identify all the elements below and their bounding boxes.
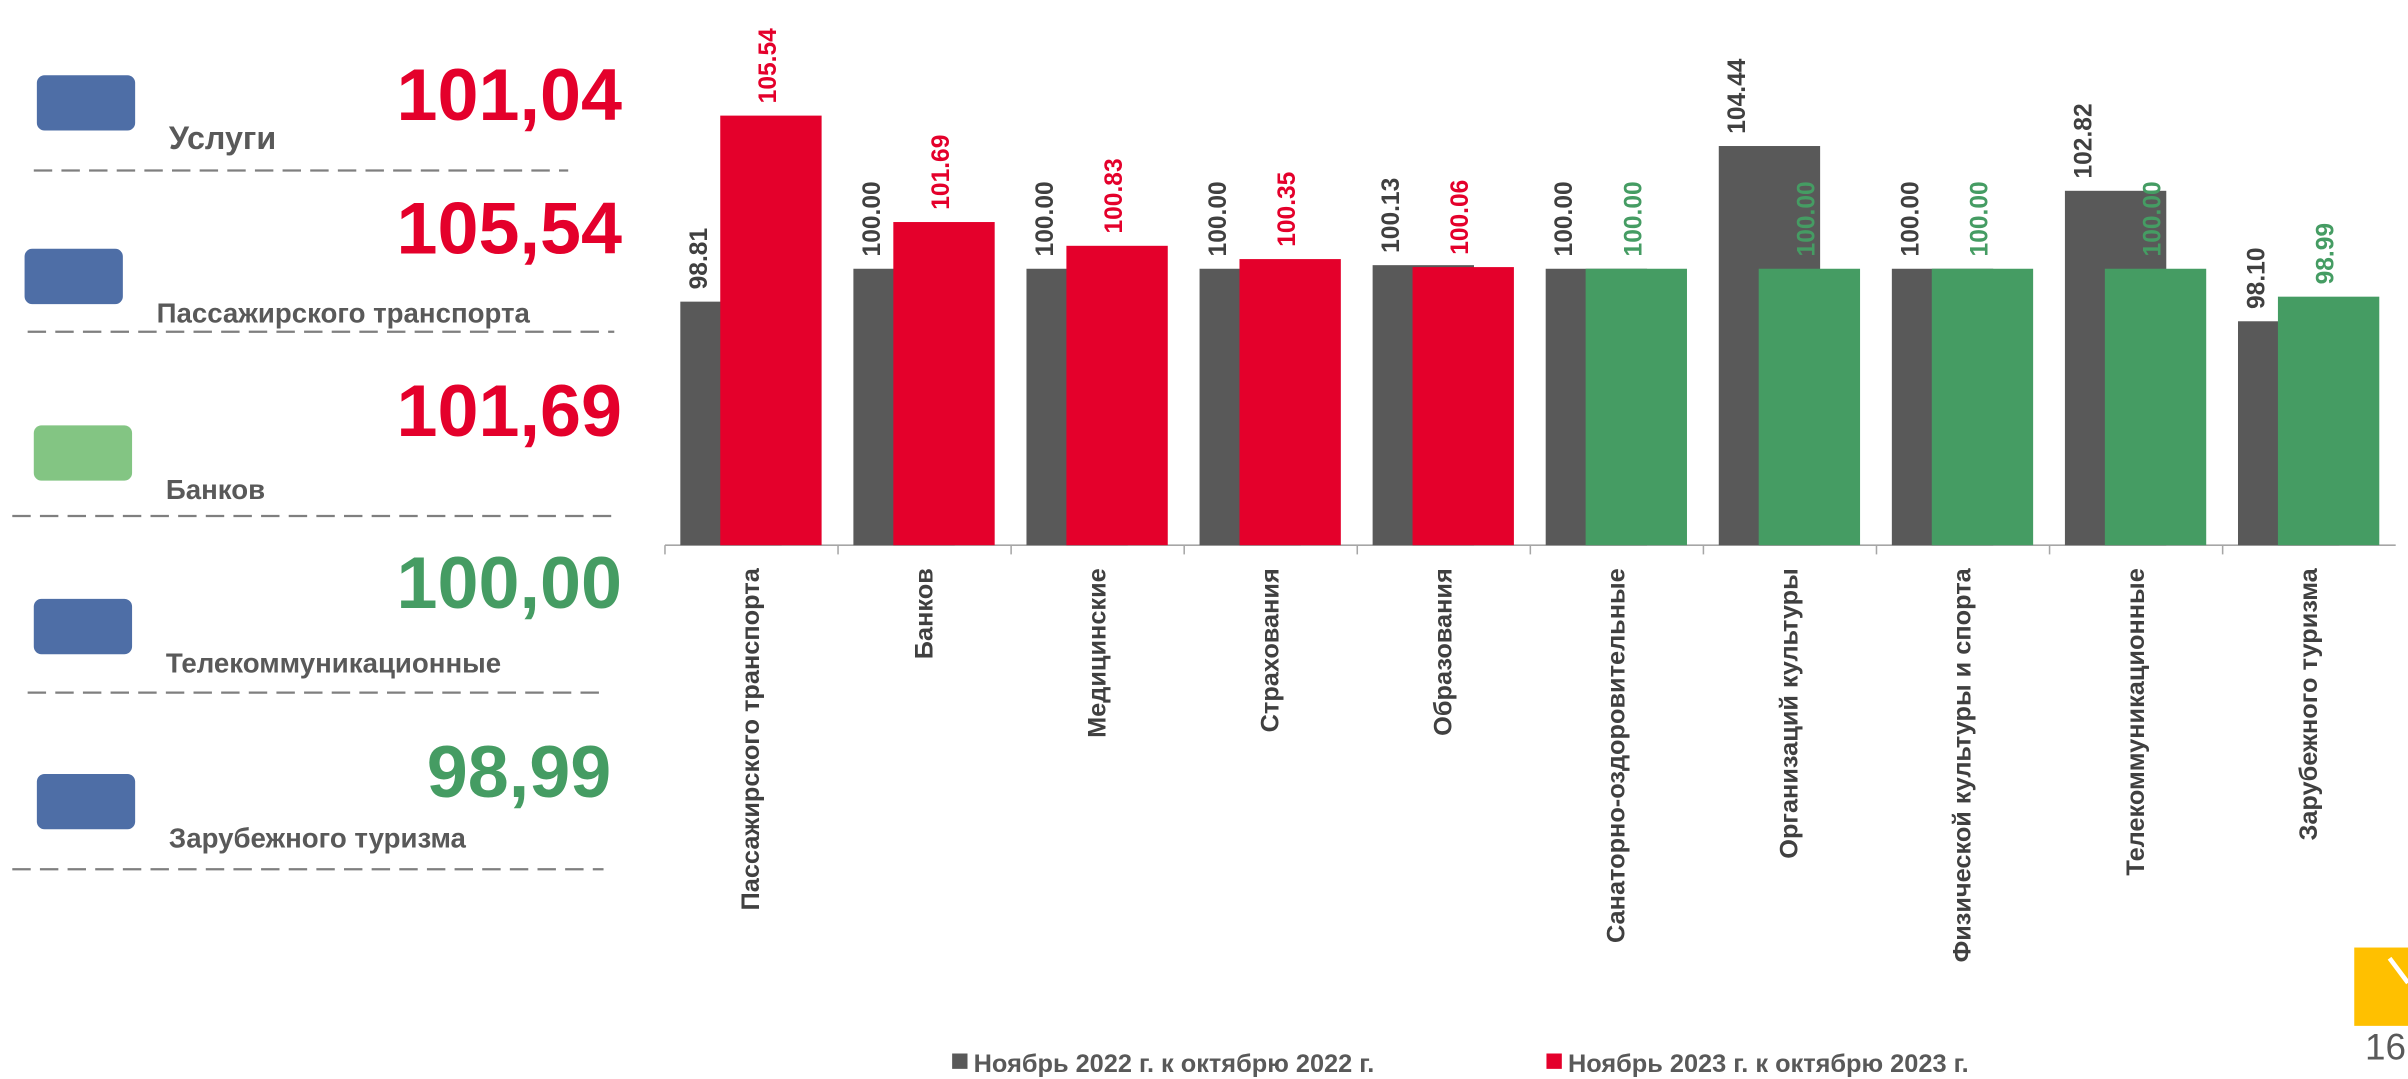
x-tick-label: Телекоммуникационные xyxy=(2122,568,2150,875)
value-label: 102.82 xyxy=(2070,103,2097,178)
panel-label: Телекоммуникационные xyxy=(166,648,501,679)
legend-swatch xyxy=(952,1053,968,1069)
x-tick-label: Организаций культуры xyxy=(1776,568,1804,859)
value-label: 100.00 xyxy=(1793,181,1820,256)
icon xyxy=(36,75,136,131)
icon xyxy=(33,598,133,655)
value-label: 100.00 xyxy=(1551,181,1578,256)
panel-label: Банков xyxy=(166,474,265,505)
panel-value: 101,69 xyxy=(397,369,622,452)
value-label: 100.00 xyxy=(1966,181,1993,256)
bar xyxy=(1758,268,1861,546)
icon xyxy=(33,425,133,481)
panel-value: 101,04 xyxy=(397,53,622,136)
page-number: 16 xyxy=(2365,1027,2406,1068)
bar xyxy=(2104,268,2207,546)
next-arrow xyxy=(2387,956,2408,985)
x-tick-label: Банков xyxy=(910,568,938,659)
value-label: 105.54 xyxy=(755,28,782,103)
panel-value: 100,00 xyxy=(397,541,622,624)
bar xyxy=(1931,268,2034,546)
panel-label: Пассажирского транспорта xyxy=(157,298,531,329)
bar xyxy=(1412,267,1514,546)
x-tick-label: Физической культуры и спорта xyxy=(1949,567,1977,962)
x-tick-label: Пассажирского транспорта xyxy=(737,567,765,910)
bar xyxy=(1066,245,1168,546)
bar xyxy=(2277,296,2380,546)
value-label: 100.00 xyxy=(859,181,886,256)
value-label: 100.00 xyxy=(1897,181,1924,256)
panel-value: 105,54 xyxy=(397,186,622,269)
icon xyxy=(24,248,123,305)
x-tick-label: Санаторно-оздоровительные xyxy=(1603,568,1631,943)
value-label: 100.00 xyxy=(1032,181,1059,256)
value-label: 101.69 xyxy=(928,135,955,210)
x-tick-label: Страхования xyxy=(1256,568,1284,732)
bar xyxy=(720,115,822,546)
x-tick-label: Зарубежного туризма xyxy=(2295,567,2323,840)
panel-label: Услуги xyxy=(169,120,276,156)
legend-swatch xyxy=(1546,1053,1562,1069)
bar xyxy=(1239,259,1341,546)
value-label: 100.35 xyxy=(1274,172,1301,247)
x-tick-label: Образования xyxy=(1429,568,1457,736)
value-label: 98.10 xyxy=(2243,248,2270,309)
bar xyxy=(1585,268,1687,546)
value-label: 98.99 xyxy=(2313,223,2340,284)
value-label: 100.13 xyxy=(1378,178,1405,253)
legend-label: Ноябрь 2022 г. к октябрю 2022 г. xyxy=(974,1050,1375,1078)
value-label: 98.81 xyxy=(686,228,713,289)
bar xyxy=(893,222,995,546)
panel-label: Зарубежного туризма xyxy=(169,823,467,854)
icon xyxy=(36,774,136,830)
value-label: 104.44 xyxy=(1724,58,1751,133)
next-button[interactable] xyxy=(2354,947,2408,1026)
panel-value: 98,99 xyxy=(427,730,611,813)
value-label: 100.06 xyxy=(1447,180,1474,255)
value-label: 100.83 xyxy=(1101,158,1128,233)
value-label: 100.00 xyxy=(1205,181,1232,256)
legend-label: Ноябрь 2023 г. к октябрю 2023 г. xyxy=(1568,1050,1969,1078)
value-label: 100.00 xyxy=(2139,181,2166,256)
x-tick-label: Медицинские xyxy=(1083,568,1111,738)
value-label: 100.00 xyxy=(1620,181,1647,256)
